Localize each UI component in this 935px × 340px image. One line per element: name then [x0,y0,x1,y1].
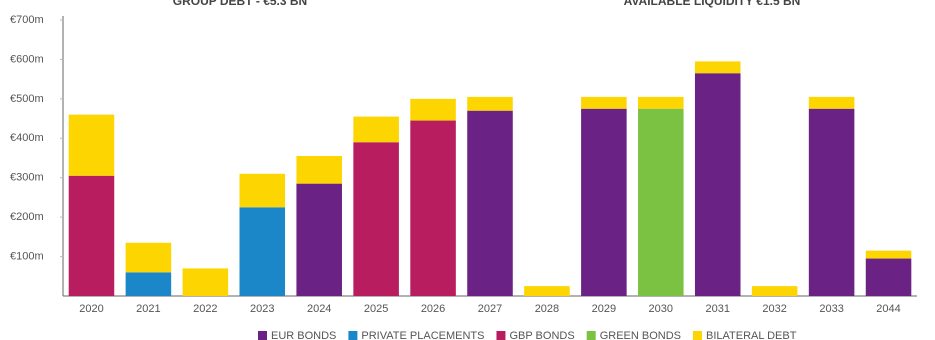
bar-segment [296,183,342,296]
annotation: GROUP DEBT - €5.3 BN [173,0,307,8]
bar-segment [808,108,855,296]
x-tick-label: 2030 [649,303,673,315]
bar-segment [467,110,513,296]
bar-segment [410,120,456,297]
x-tick-label: 2044 [876,303,900,315]
x-tick-label: 2028 [535,303,559,315]
y-tick-label: €400m [10,132,44,144]
bar-segment [524,286,570,296]
bar-segment [353,116,399,143]
bar-segment [182,268,229,296]
bar-segment [865,258,912,296]
x-tick-label: 2021 [136,303,160,315]
bar-segment [125,272,172,296]
bar-segment [410,98,456,121]
bar-segment [694,73,741,296]
legend-swatch [258,331,267,340]
legend-swatch [586,331,596,340]
bar-segment [467,96,513,111]
bar-segment [581,108,627,296]
legend-swatch [496,331,506,340]
bar-segment [638,96,684,109]
x-tick-label: 2031 [705,303,729,315]
bar-segment [239,173,286,208]
legend-label: GREEN BONDS [600,330,681,340]
bar-segment [353,142,399,296]
x-tick-label: 2020 [79,303,103,315]
y-tick-label: €700m [10,14,44,26]
bar-segment [296,156,342,184]
bar-segment [239,207,286,296]
annotation: AVAILABLE LIQUIDITY €1.5 BN [624,0,801,8]
legend-label: BILATERAL DEBT [706,330,797,340]
x-tick-label: 2027 [478,303,502,315]
bar-segment [125,242,172,273]
y-tick-label: €300m [10,172,44,184]
legend-label: GBP BONDS [509,330,574,340]
x-tick-label: 2024 [307,303,331,315]
x-tick-label: 2022 [193,303,217,315]
legend-label: EUR BONDS [271,330,336,340]
bar-segment [751,286,798,296]
y-tick-label: €600m [10,53,44,65]
y-tick-label: €200m [10,211,44,223]
x-tick-label: 2029 [592,303,616,315]
x-tick-label: 2032 [762,303,786,315]
bar-segment [808,96,855,109]
x-tick-label: 2025 [364,303,388,315]
x-tick-label: 2023 [250,303,274,315]
bar-segment [865,250,912,259]
bar-segment [68,175,115,296]
bar-segment [581,96,627,109]
bar-segment [694,61,741,74]
bar-segment [638,108,684,296]
y-tick-label: €500m [10,93,44,105]
x-tick-label: 2026 [421,303,445,315]
y-tick-label: €100m [10,250,44,262]
legend-swatch [348,331,358,340]
legend-swatch [692,331,702,340]
bar-segment [68,114,115,176]
x-tick-label: 2033 [819,303,843,315]
legend-label: PRIVATE PLACEMENTS [361,330,484,340]
